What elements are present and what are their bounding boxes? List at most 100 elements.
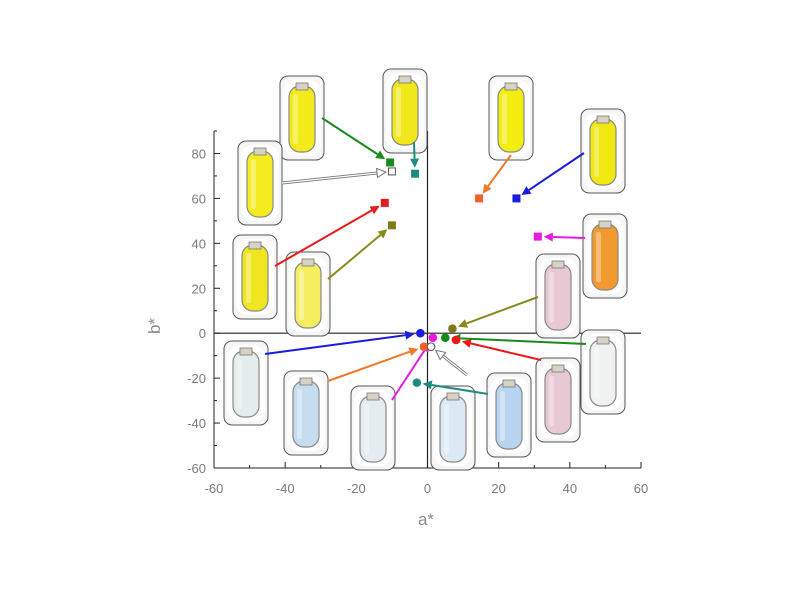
arrow-line xyxy=(321,117,379,156)
vial-image xyxy=(287,375,325,451)
vial-cap xyxy=(504,82,518,91)
sample-photo xyxy=(232,234,278,320)
arrow-head xyxy=(482,183,492,194)
x-tick-label: 0 xyxy=(424,481,431,496)
vial-highlight xyxy=(396,87,401,137)
vial-cap xyxy=(551,260,565,269)
arrow-line xyxy=(460,337,587,345)
x-tick-label: 20 xyxy=(491,481,505,496)
sample-photo xyxy=(279,75,325,161)
data-point-square xyxy=(475,194,484,203)
vial-body xyxy=(292,380,320,448)
arrow-head xyxy=(408,347,419,356)
x-tick-label: -40 xyxy=(276,481,295,496)
vial-cap xyxy=(295,82,309,91)
vial-highlight xyxy=(299,270,304,320)
vial-cap xyxy=(502,379,516,388)
vial-image xyxy=(434,390,472,466)
sample-photo xyxy=(237,140,283,226)
data-point-circle xyxy=(426,342,436,351)
y-tick-label: -40 xyxy=(187,416,206,431)
sample-photo xyxy=(223,340,269,426)
vial-highlight xyxy=(596,232,601,282)
vial-image xyxy=(539,258,577,334)
data-point-circle xyxy=(448,324,457,334)
vial-cap xyxy=(398,75,412,84)
vial-highlight xyxy=(246,253,251,303)
vial-cap xyxy=(596,336,610,345)
y-tick-label: 80 xyxy=(192,146,206,161)
arrow-line xyxy=(274,209,373,267)
vial-highlight xyxy=(549,272,554,322)
vial-body xyxy=(591,223,619,291)
data-point-square xyxy=(387,167,396,176)
sample-photo xyxy=(283,370,329,456)
y-tick-label: 0 xyxy=(199,326,206,341)
arrow-line xyxy=(327,234,382,280)
arrow-line xyxy=(470,342,542,361)
arrow-line xyxy=(552,236,586,239)
arrow-head xyxy=(410,158,420,168)
vial-highlight xyxy=(594,127,599,177)
vial-body xyxy=(544,263,572,331)
vial-body xyxy=(288,85,316,153)
vial-highlight xyxy=(364,404,369,454)
sample-photo xyxy=(582,213,628,299)
vial-body xyxy=(246,150,274,218)
vial-body xyxy=(391,78,419,146)
arrow-line xyxy=(466,296,539,325)
y-axis-title: b* xyxy=(145,318,164,334)
vial-image xyxy=(584,113,622,189)
sample-photos xyxy=(223,68,628,471)
arrow-head xyxy=(375,150,386,160)
annotation-arrows xyxy=(264,117,587,401)
data-point-circle xyxy=(419,342,429,351)
y-tick-label: -20 xyxy=(187,371,206,386)
arrow-head xyxy=(543,232,553,242)
arrow-line-inner xyxy=(442,355,468,376)
arrow-head xyxy=(375,167,388,179)
vial-body xyxy=(294,261,322,329)
vial-image xyxy=(227,345,265,421)
data-point-circle xyxy=(412,378,422,387)
y-tick-label: 20 xyxy=(192,281,206,296)
vial-cap xyxy=(551,364,565,373)
arrow-line xyxy=(264,334,406,355)
sample-photo xyxy=(430,385,476,471)
vial-highlight xyxy=(549,376,554,426)
vial-body xyxy=(497,85,525,153)
x-tick-label: -20 xyxy=(347,481,366,496)
y-tick-label: 60 xyxy=(192,191,206,206)
vial-cap xyxy=(598,220,612,229)
data-point-circle xyxy=(440,333,450,342)
vial-cap xyxy=(299,377,313,386)
sample-photo xyxy=(580,108,626,194)
vial-image xyxy=(236,239,274,315)
sample-photo xyxy=(535,253,581,339)
vial-cap xyxy=(446,392,460,401)
vial-image xyxy=(283,80,321,156)
x-tick-label: 40 xyxy=(563,481,577,496)
vial-highlight xyxy=(444,404,449,454)
axis-ticks: -60 -40 -20 0 20 40 60 -60 -40 -20 0 20 40 60 80 xyxy=(187,130,648,496)
arrow-line xyxy=(431,384,489,395)
vial-image xyxy=(584,334,622,410)
vial-image xyxy=(241,145,279,221)
vial-image xyxy=(490,377,528,453)
arrow-line xyxy=(528,152,585,191)
vial-cap xyxy=(596,115,610,124)
vial-image xyxy=(289,256,327,332)
vial-image xyxy=(354,390,392,466)
vial-image xyxy=(539,362,577,438)
sample-photo xyxy=(350,385,396,471)
data-point-square xyxy=(386,158,395,167)
arrow-line xyxy=(391,349,426,401)
data-point-circle xyxy=(416,328,425,338)
vial-body xyxy=(589,339,617,407)
data-point-square xyxy=(380,198,389,207)
vial-body xyxy=(544,367,572,435)
sample-photo xyxy=(486,372,532,458)
arrow-line xyxy=(327,350,411,382)
vial-body xyxy=(439,395,467,463)
